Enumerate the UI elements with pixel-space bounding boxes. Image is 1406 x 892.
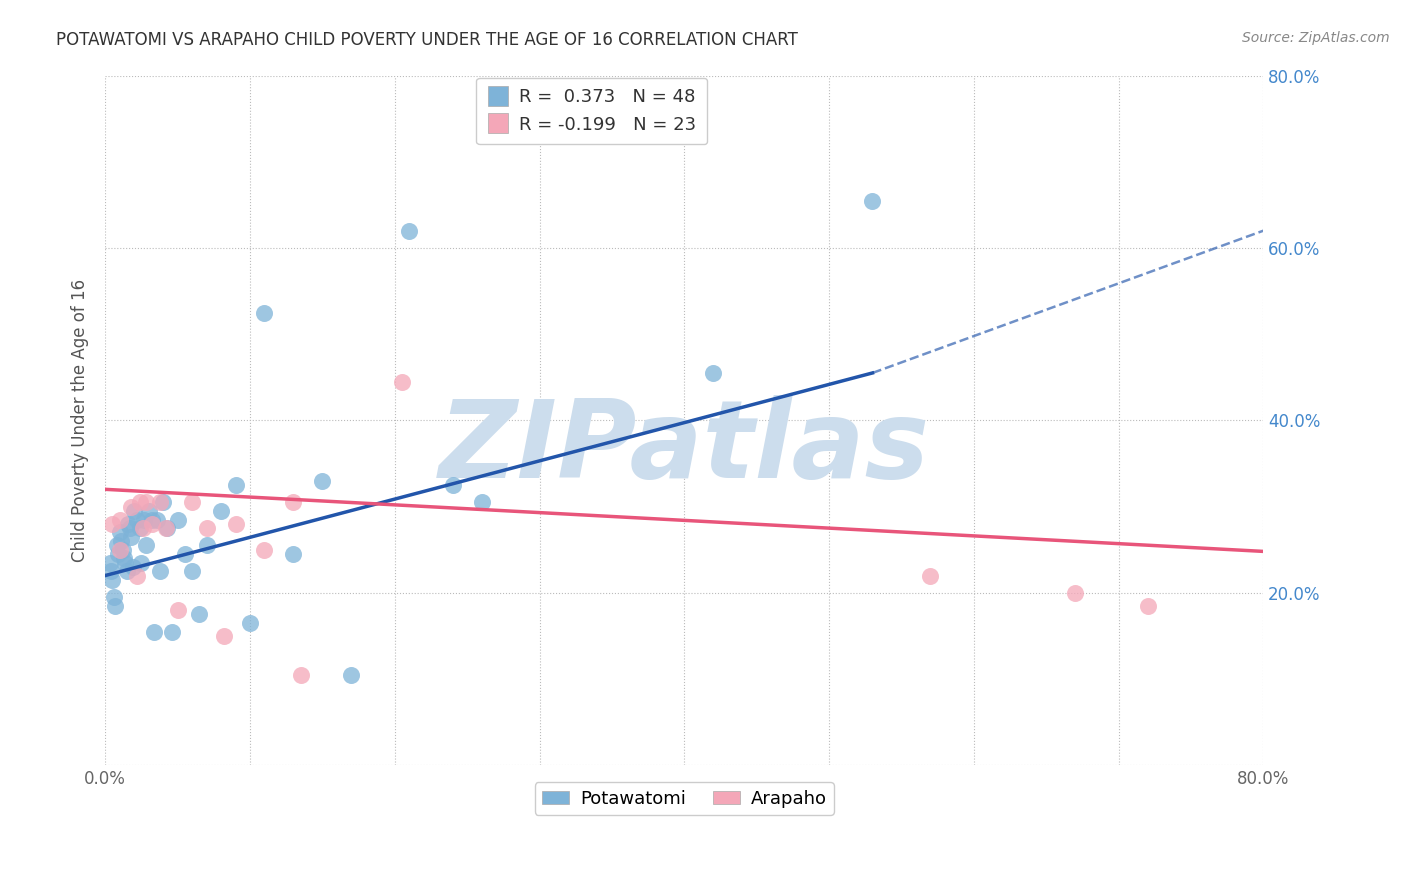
Point: [108, 525, 131, 540]
Text: Source: ZipAtlas.com: Source: ZipAtlas.com: [1241, 31, 1389, 45]
Point: [311, 474, 333, 488]
Point: [122, 504, 145, 518]
Point: [134, 512, 156, 526]
Point: [129, 495, 152, 509]
Point: [156, 521, 179, 535]
Point: [129, 521, 152, 535]
Y-axis label: Child Poverty Under the Age of 16: Child Poverty Under the Age of 16: [72, 279, 89, 562]
Point: [103, 590, 125, 604]
Point: [152, 495, 174, 509]
Point: [101, 573, 124, 587]
Point: [920, 568, 942, 582]
Point: [253, 542, 276, 557]
Point: [125, 512, 148, 526]
Point: [111, 542, 134, 557]
Point: [138, 504, 160, 518]
Point: [108, 512, 131, 526]
Point: [253, 305, 276, 319]
Point: [391, 375, 413, 389]
Point: [441, 478, 464, 492]
Point: [160, 624, 183, 639]
Point: [120, 530, 142, 544]
Point: [283, 495, 305, 509]
Point: [141, 512, 163, 526]
Point: [1064, 586, 1087, 600]
Point: [104, 599, 127, 613]
Point: [224, 478, 246, 492]
Point: [125, 568, 148, 582]
Point: [108, 542, 131, 557]
Point: [105, 538, 128, 552]
Point: [131, 556, 153, 570]
Text: POTAWATOMI VS ARAPAHO CHILD POVERTY UNDER THE AGE OF 16 CORRELATION CHART: POTAWATOMI VS ARAPAHO CHILD POVERTY UNDE…: [56, 31, 799, 49]
Point: [471, 495, 494, 509]
Point: [188, 607, 211, 622]
Point: [146, 512, 169, 526]
Point: [135, 495, 157, 509]
Point: [209, 504, 232, 518]
Point: [135, 538, 157, 552]
Point: [107, 547, 129, 561]
Point: [283, 547, 305, 561]
Point: [166, 603, 188, 617]
Point: [121, 560, 143, 574]
Point: [702, 366, 724, 380]
Point: [118, 521, 141, 535]
Point: [195, 538, 218, 552]
Point: [149, 495, 172, 509]
Point: [112, 551, 135, 566]
Point: [155, 521, 177, 535]
Point: [1136, 599, 1159, 613]
Point: [120, 500, 142, 514]
Point: [181, 495, 204, 509]
Point: [290, 667, 312, 681]
Point: [143, 624, 166, 639]
Point: [173, 547, 195, 561]
Point: [166, 512, 188, 526]
Point: [195, 521, 218, 535]
Point: [340, 667, 363, 681]
Point: [141, 516, 163, 531]
Point: [100, 564, 122, 578]
Point: [181, 564, 204, 578]
Point: [110, 534, 132, 549]
Point: [862, 194, 884, 208]
Point: [132, 521, 155, 535]
Text: ZIPatlas: ZIPatlas: [439, 395, 929, 501]
Point: [117, 516, 139, 531]
Point: [101, 516, 124, 531]
Point: [239, 615, 262, 630]
Point: [98, 556, 121, 570]
Point: [115, 564, 138, 578]
Legend: Potawatomi, Arapaho: Potawatomi, Arapaho: [534, 782, 834, 814]
Point: [398, 224, 420, 238]
Point: [224, 516, 246, 531]
Point: [212, 629, 235, 643]
Point: [149, 564, 172, 578]
Point: [114, 556, 136, 570]
